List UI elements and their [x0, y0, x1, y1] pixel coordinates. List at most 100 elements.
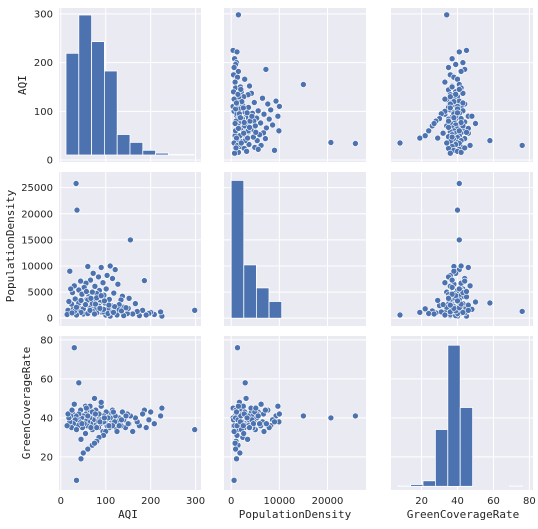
scatter-point [132, 300, 139, 307]
x-tick-label: 200 [141, 496, 160, 507]
scatter-point [238, 139, 245, 147]
scatter-point [114, 280, 122, 288]
scatter-point [352, 412, 359, 420]
scatter-point [73, 476, 80, 484]
scatter-point [231, 78, 239, 86]
scatter-point [230, 64, 238, 71]
scatter-point [91, 395, 98, 402]
scatter-point [271, 147, 278, 154]
scatter-point [250, 420, 257, 428]
scatter-point [105, 422, 113, 430]
scatter-point [396, 311, 404, 319]
scatter-point [466, 142, 474, 149]
histogram-bar [78, 14, 93, 156]
scatter-point [124, 420, 132, 428]
histogram-bar [268, 301, 283, 319]
scatter-point [230, 476, 238, 484]
x-tick-label: 10000 [263, 496, 295, 507]
scatter-point [240, 422, 247, 430]
panel-AQI-vs-PopulationDensity [224, 8, 366, 162]
scatter-point [93, 424, 100, 431]
scatter-point [486, 299, 494, 307]
scatter-point [91, 310, 98, 318]
scatter-point [260, 110, 268, 118]
scatter-point [235, 402, 242, 410]
histogram-bar [155, 152, 169, 156]
scatter-point [454, 206, 461, 214]
scatter-point [443, 11, 451, 19]
scatter-point [254, 107, 262, 115]
x-tick-label: 100 [96, 496, 115, 507]
scatter-point [84, 263, 92, 270]
scatter-point [455, 48, 463, 56]
scatter-point [448, 284, 456, 291]
scatter-point [441, 279, 449, 287]
scatter-point [65, 298, 73, 305]
scatter-point [92, 300, 99, 308]
scatter-point [300, 412, 307, 420]
scatter-point [77, 277, 84, 285]
scatter-point [439, 301, 447, 308]
scatter-point [274, 402, 282, 410]
scatter-point [97, 292, 105, 300]
scatter-point [71, 344, 78, 352]
scatter-point [434, 297, 442, 304]
scatter-point [75, 379, 83, 387]
y-tick-label: 25000 [21, 183, 53, 194]
scatter-point [73, 206, 81, 214]
scatter-point [455, 236, 463, 244]
scatter-point [455, 180, 463, 187]
scatter-point [396, 139, 404, 147]
scatter-point [262, 406, 269, 414]
scatter-point [446, 301, 454, 309]
scatter-point [157, 308, 164, 316]
x-label-aqi: AQI [118, 508, 138, 521]
histogram-bar [410, 484, 424, 487]
scatter-point [106, 262, 114, 270]
scatter-point [254, 412, 262, 420]
scatter-point [84, 412, 92, 420]
scatter-point [142, 311, 150, 319]
scatter-point [78, 420, 86, 428]
scatter-point [92, 410, 99, 418]
scatter-point [457, 149, 465, 156]
scatter-point [430, 120, 438, 127]
scatter-point [237, 114, 244, 121]
axis-text: AQI PopulationDensity GreenCoverageRate … [4, 9, 536, 521]
scatter-point [86, 306, 94, 314]
scatter-point [245, 141, 253, 148]
histogram-bar [509, 484, 523, 487]
scatter-point [237, 86, 245, 93]
histogram-bar [243, 264, 257, 319]
scatter-point [191, 306, 198, 314]
y-tick-label: 200 [34, 58, 53, 69]
scatter-point [233, 99, 240, 107]
y-tick-label: 0 [47, 314, 53, 325]
panel-PopulationDensity-vs-PopulationDensity [224, 172, 366, 326]
scatter-point [486, 137, 494, 144]
histogram-bar [447, 344, 461, 487]
scatter-point [242, 395, 250, 402]
scatter-point [263, 420, 270, 428]
scatter-point [463, 47, 470, 54]
scatter-point [448, 133, 456, 141]
histogram-bar [167, 154, 182, 156]
scatter-point [446, 93, 454, 100]
scatter-point [450, 267, 458, 275]
scatter-point [416, 309, 424, 316]
scatter-point [455, 86, 463, 93]
scatter-point [91, 282, 99, 290]
panels [59, 8, 533, 490]
scatter-point [72, 180, 80, 187]
scatter-point [231, 120, 239, 127]
panel-PopulationDensity-vs-AQI [59, 172, 201, 326]
scatter-point [246, 124, 253, 131]
scatter-point [421, 132, 429, 139]
scatter-point [441, 78, 449, 86]
scatter-point [241, 379, 249, 387]
scatter-point [240, 430, 247, 437]
scatter-point [265, 115, 273, 123]
scatter-point [125, 294, 133, 302]
scatter-point [327, 139, 335, 146]
scatter-point [300, 81, 307, 88]
